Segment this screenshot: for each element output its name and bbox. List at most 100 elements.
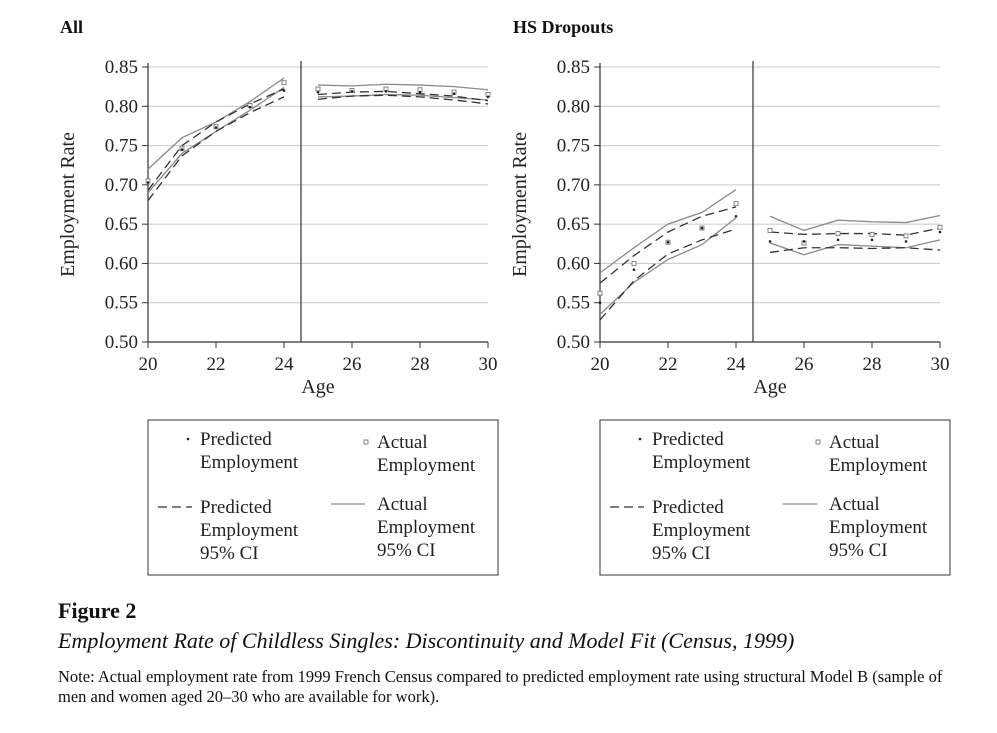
predicted-ci-high-line xyxy=(769,227,941,236)
predicted-ci-low-line xyxy=(317,94,489,105)
legend-label-actual: Employment xyxy=(829,455,928,476)
legend-label-predicted: Employment xyxy=(200,452,299,473)
panel-title: HS Dropouts xyxy=(513,17,613,37)
legend-actual-marker xyxy=(363,439,369,445)
legend-label-predicted-ci: Employment xyxy=(200,520,299,541)
legend-label-predicted-ci: 95% CI xyxy=(200,543,259,564)
x-axis-title: Age xyxy=(753,376,786,398)
x-tick-label: 22 xyxy=(207,354,226,375)
y-tick-label: 0.60 xyxy=(557,253,590,274)
predicted-point xyxy=(350,90,354,93)
legend-label-predicted-ci: Employment xyxy=(652,520,751,541)
actual-point xyxy=(767,227,773,233)
y-tick-label: 0.85 xyxy=(105,57,138,78)
panel-title: All xyxy=(60,17,83,37)
predicted-point xyxy=(384,90,388,93)
predicted-point xyxy=(248,105,252,109)
figure-title: Employment Rate of Childless Singles: Di… xyxy=(58,628,795,653)
legend-label-actual-ci: Employment xyxy=(829,517,928,538)
y-tick-label: 0.85 xyxy=(557,57,590,78)
predicted-point xyxy=(180,148,184,151)
predicted-ci-high-line xyxy=(147,88,285,191)
figure-canvas: All 0.50 0.55 0.60 0.65 0.70 0.75 0.80 0.85 20 22 2… xyxy=(57,17,951,576)
y-axis-title: Employment Rate xyxy=(509,132,531,277)
y-tick-label: 0.70 xyxy=(105,175,138,196)
legend-label-actual: Actual xyxy=(377,432,428,453)
legend-box xyxy=(599,419,951,576)
actual-point xyxy=(937,224,943,230)
actual-point xyxy=(281,80,287,86)
predicted-point xyxy=(486,95,490,99)
predicted-ci-low-line xyxy=(769,247,941,254)
y-tick-label: 0.80 xyxy=(557,96,590,117)
y-tick-label: 0.65 xyxy=(557,214,590,235)
predicted-point xyxy=(282,89,286,92)
legend-label-predicted: Predicted xyxy=(652,429,724,450)
figure-note: Note: Actual employment rate from 1999 F… xyxy=(58,667,943,706)
legend-label-actual-ci: 95% CI xyxy=(829,540,888,561)
x-tick-label: 28 xyxy=(863,354,882,375)
predicted-point xyxy=(316,90,320,94)
actual-ci-high-line xyxy=(769,214,941,232)
legend-label-actual: Actual xyxy=(829,432,880,453)
legend-actual-marker xyxy=(815,439,821,445)
y-tick-label: 0.80 xyxy=(105,96,138,117)
y-tick-label: 0.50 xyxy=(105,332,138,353)
legend-label-predicted: Predicted xyxy=(200,429,272,450)
chart-panel-all: All 0.50 0.55 0.60 0.65 0.70 0.75 0.80 0.85 20 22 2… xyxy=(57,17,499,576)
legend-label-predicted: Employment xyxy=(652,452,751,473)
actual-point xyxy=(733,201,739,207)
legend-predicted-marker xyxy=(638,437,642,441)
y-tick-label: 0.55 xyxy=(105,293,138,314)
y-axis-title: Employment Rate xyxy=(57,132,79,277)
legend-label-predicted-ci: Predicted xyxy=(652,497,724,518)
legend-label-actual-ci: Actual xyxy=(829,494,880,515)
legend-label-predicted-ci: 95% CI xyxy=(652,543,711,564)
predicted-point xyxy=(734,214,738,218)
figure-label: Figure 2 xyxy=(58,598,137,623)
chart-panel-hs-dropouts: HS Dropouts 0.50 0.55 0.60 0.65 0.70 0.75 0.80 0… xyxy=(509,17,951,576)
actual-ci-high-line xyxy=(599,189,737,274)
x-axis-title: Age xyxy=(301,376,334,398)
legend-predicted-marker xyxy=(186,437,190,441)
x-tick-label: 28 xyxy=(411,354,430,375)
actual-ci-high-line xyxy=(317,83,489,91)
actual-ci-low-line xyxy=(147,86,285,194)
predicted-point xyxy=(214,126,218,129)
predicted-point xyxy=(418,90,422,94)
y-tick-label: 0.75 xyxy=(557,136,590,157)
predicted-point xyxy=(452,92,456,96)
y-tick-label: 0.65 xyxy=(105,214,138,235)
actual-point xyxy=(869,231,875,237)
predicted-ci-high-line xyxy=(599,206,737,284)
actual-point xyxy=(903,233,909,239)
legend-box xyxy=(147,419,499,576)
actual-point xyxy=(597,290,603,296)
x-tick-label: 20 xyxy=(591,354,610,375)
predicted-point xyxy=(666,240,670,244)
predicted-point xyxy=(802,240,806,243)
predicted-point xyxy=(938,230,942,234)
predicted-point xyxy=(700,226,704,230)
y-tick-label: 0.50 xyxy=(557,332,590,353)
legend-label-actual-ci: 95% CI xyxy=(377,540,436,561)
predicted-point xyxy=(146,181,150,184)
predicted-point xyxy=(904,240,908,243)
y-tick-label: 0.55 xyxy=(557,293,590,314)
y-tick-label: 0.70 xyxy=(557,175,590,196)
y-tick-label: 0.60 xyxy=(105,253,138,274)
predicted-ci-high-line xyxy=(317,90,489,102)
y-tick-label: 0.75 xyxy=(105,136,138,157)
actual-ci-high-line xyxy=(147,77,285,170)
predicted-ci-low-line xyxy=(147,96,285,201)
predicted-point xyxy=(768,240,772,243)
actual-point xyxy=(835,231,841,237)
x-tick-label: 30 xyxy=(479,354,498,375)
x-tick-label: 24 xyxy=(275,354,295,375)
legend-label-actual-ci: Actual xyxy=(377,494,428,515)
x-tick-label: 26 xyxy=(795,354,814,375)
legend: PredictedEmploymentActualEmploymentPredi… xyxy=(599,419,951,576)
x-tick-label: 22 xyxy=(659,354,678,375)
actual-ci-low-line xyxy=(769,239,941,256)
x-tick-label: 20 xyxy=(139,354,158,375)
